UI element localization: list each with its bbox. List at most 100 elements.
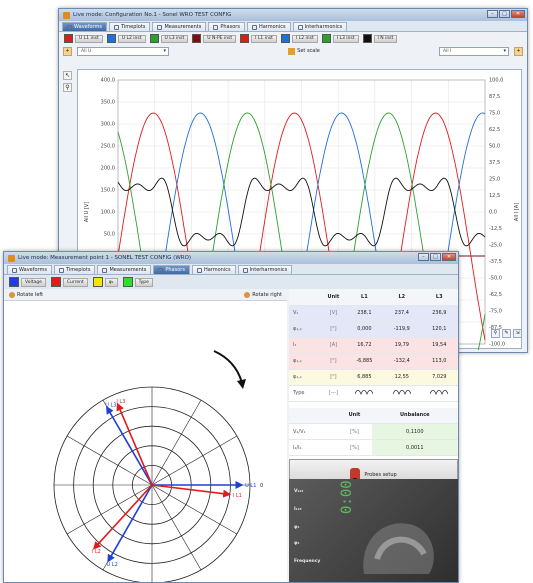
minimize-button[interactable]: – — [418, 253, 429, 261]
y-tick-label: 300,0 — [101, 122, 115, 128]
legend-item[interactable]: Current — [50, 277, 88, 287]
rotate-left-button[interactable]: Rotate left — [9, 291, 43, 298]
y2-tick-label: 12,5 — [489, 193, 500, 199]
magnifier-icon[interactable]: ⚲ — [63, 83, 72, 92]
y2-tick-label: 62,5 — [489, 127, 500, 133]
column-header — [289, 289, 322, 306]
column-header: Unit — [337, 407, 372, 424]
legend-item[interactable]: Voltage — [9, 277, 46, 287]
close-button[interactable]: ✕ — [442, 253, 456, 261]
export-icon[interactable]: ⇲ — [513, 329, 522, 338]
table-row: V₂/V₁ [%] 0,1100 — [289, 423, 458, 440]
legend-item[interactable]: I L2 inst — [280, 34, 318, 43]
tab-harmonics[interactable]: Harmonics — [246, 22, 291, 31]
legend-label: I L2 inst — [291, 34, 318, 43]
edit-icon[interactable]: ✎ — [502, 329, 511, 338]
y2-tick-label: 50,0 — [489, 144, 500, 150]
row-label: I₁ — [289, 337, 322, 354]
tab-bar: Waveforms Timeplots Measurements Phasors… — [59, 21, 527, 32]
search-icon[interactable]: ⚲ — [491, 329, 500, 338]
phasor-i1-label: I L1 — [233, 493, 242, 499]
set-scale-button[interactable]: Set scale — [174, 47, 434, 55]
minimize-button[interactable]: – — [487, 10, 498, 18]
legend-label: U N-PE inst — [203, 34, 237, 43]
phasor-spoke — [151, 484, 238, 535]
color-swatch[interactable] — [9, 277, 19, 287]
maximize-button[interactable]: □ — [430, 253, 441, 261]
y2-tick-label: -37,5 — [489, 259, 502, 265]
color-swatch[interactable] — [192, 34, 202, 43]
phasor-i2-label: I L2 — [92, 549, 101, 555]
y2-tick-label: 100,0 — [489, 78, 503, 84]
voltage-channel-select[interactable]: All U ▾ — [77, 46, 169, 56]
row-label: φ₁,₁ — [289, 353, 322, 370]
title-bar[interactable]: Live mode: Configuration No.1 - Sonel WR… — [59, 9, 527, 21]
color-swatch[interactable] — [321, 34, 331, 43]
chevron-down-icon: ▾ — [163, 47, 166, 54]
legend-item[interactable]: I N inst — [362, 34, 398, 43]
unit-cell: [A] — [321, 337, 346, 354]
legend-item[interactable]: U L1 inst — [64, 34, 103, 43]
zoom-in-icon[interactable]: + — [63, 46, 72, 56]
title-bar[interactable]: Live mode: Measurement point 1 - SONEL T… — [4, 252, 458, 264]
tab-interharmonics[interactable]: Interharmonics — [292, 22, 348, 31]
tab-phasors[interactable]: Phasors — [208, 22, 245, 31]
color-swatch[interactable] — [280, 34, 290, 43]
table-row: V₁ [V] 238,1 237,4 236,9 — [289, 305, 458, 322]
y2-tick-label: -87,5 — [489, 325, 502, 331]
zoom-out-icon[interactable]: + — [514, 46, 523, 56]
tab-phasors[interactable]: Phasors — [153, 265, 190, 274]
measurement-panel: Unit L1 L2 L3 V₁ [V] 238,1 237,4 236,9 φ₁,₁ [°] 0,… — [289, 289, 458, 582]
legend-item[interactable]: Type — [122, 277, 153, 287]
window-title: Live mode: Measurement point 1 - SONEL T… — [18, 255, 192, 261]
color-swatch[interactable] — [92, 277, 103, 287]
row-label: φ₁,₁ — [289, 369, 322, 386]
rotation-arrow — [213, 350, 243, 384]
legend-item[interactable]: U N-PE inst — [192, 34, 237, 43]
value-cell: 19,79 — [383, 337, 421, 354]
color-swatch[interactable] — [106, 34, 116, 43]
frequency-label: Frequency — [294, 559, 321, 564]
phasor-i1 — [151, 484, 232, 498]
tab-measurements[interactable]: Measurements — [97, 265, 152, 274]
tab-waveforms[interactable]: Waveforms — [7, 265, 52, 274]
tab-waveforms[interactable]: Waveforms — [62, 22, 107, 31]
value-cell: 120,1 — [420, 321, 458, 338]
phasor-spoke — [66, 484, 153, 535]
color-swatch[interactable] — [362, 34, 372, 43]
color-swatch[interactable] — [122, 277, 133, 287]
y2-tick-label: -12,5 — [489, 226, 502, 232]
color-swatch[interactable] — [64, 34, 73, 43]
unbalance-table: Unit Unbalance V₂/V₁ [%] 0,1100 I₂/I₁ [%] 0,00… — [289, 407, 458, 456]
legend-label: I L1 inst — [251, 34, 277, 43]
current-channel-select[interactable]: All I ▾ — [439, 46, 509, 56]
y-tick-label: 250,0 — [101, 144, 115, 150]
phasor-legend: Voltage Current φ₁ Type — [4, 275, 458, 289]
legend-item[interactable]: U L3 inst — [149, 34, 189, 43]
rotate-right-button[interactable]: Rotate right — [244, 291, 282, 298]
cable-shape — [374, 536, 427, 561]
y2-axis-label: All I [A] — [514, 203, 520, 221]
legend-item[interactable]: I L3 inst — [321, 34, 359, 43]
phasor-u2-label: U L2 — [107, 562, 118, 568]
color-swatch[interactable] — [50, 277, 61, 287]
color-swatch[interactable] — [240, 34, 250, 43]
color-swatch[interactable] — [149, 34, 159, 43]
legend-item[interactable]: U L2 inst — [106, 34, 146, 43]
legend-item[interactable]: I L1 inst — [240, 34, 277, 43]
column-header: Unbalance — [371, 407, 458, 424]
scale-toolbar: + All U ▾ Set scale All I ▾ + — [59, 45, 527, 57]
y-axis-label: All U [V] — [84, 202, 90, 222]
maximize-button[interactable]: □ — [499, 10, 510, 18]
app-icon — [8, 254, 15, 262]
legend-label: Type — [134, 277, 153, 287]
pointer-icon[interactable]: ↖ — [63, 71, 72, 80]
tab-interharmonics[interactable]: Interharmonics — [237, 265, 293, 274]
legend-item[interactable]: φ₁ — [92, 277, 118, 287]
tab-timeplots[interactable]: Timeplots — [54, 265, 96, 274]
tab-measurements[interactable]: Measurements — [152, 22, 207, 31]
tab-harmonics[interactable]: Harmonics — [191, 265, 236, 274]
tab-timeplots[interactable]: Timeplots — [109, 22, 151, 31]
rotate-left-icon — [9, 291, 15, 298]
close-button[interactable]: ✕ — [511, 10, 525, 18]
